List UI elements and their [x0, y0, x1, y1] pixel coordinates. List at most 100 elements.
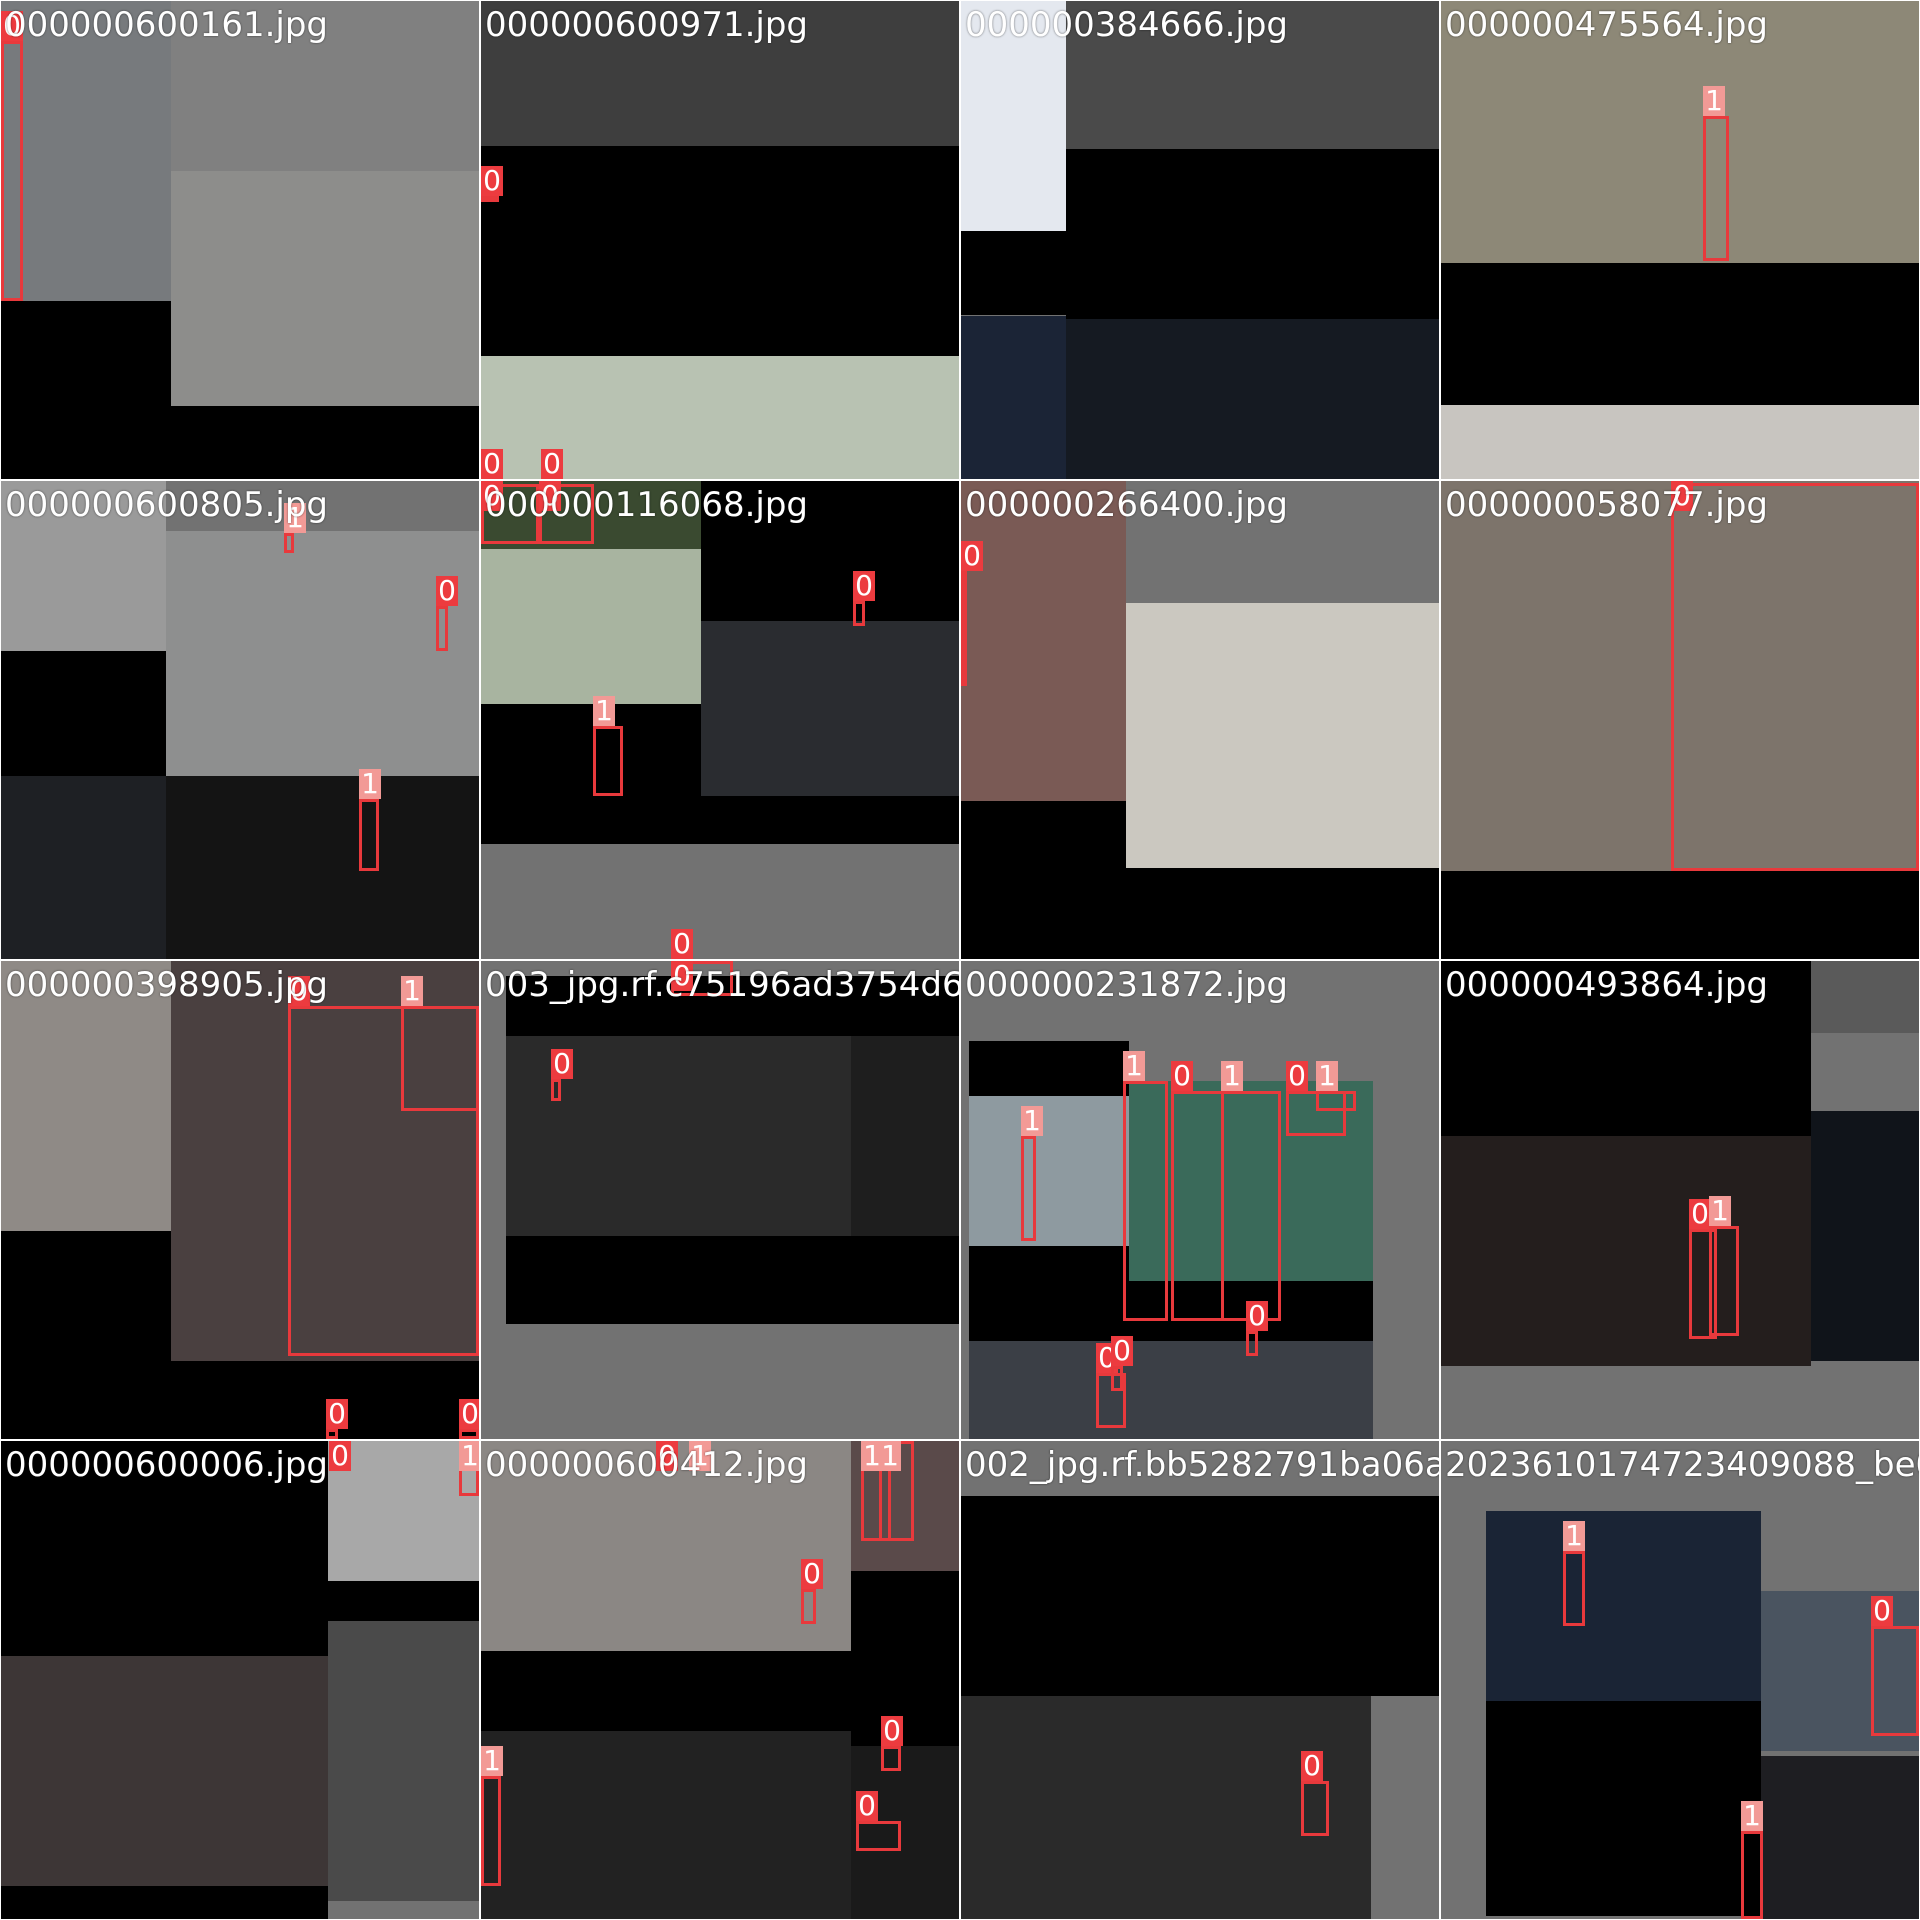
detection-box [853, 601, 865, 626]
photo-panel [1, 1, 171, 301]
detection-box [481, 484, 539, 544]
photo-panel [701, 621, 959, 796]
class-label: 0 [1, 11, 23, 41]
photo-panel [961, 231, 1066, 315]
detection-box [436, 606, 448, 651]
image-filename: 2023610174723409088_be028 [1445, 1445, 1919, 1485]
class-label: 0 [459, 1399, 479, 1429]
photo-panel [961, 961, 1439, 1041]
photo-panel [328, 1581, 479, 1621]
mosaic-tile: 0 002_jpg.rf.bb5282791ba06ae [961, 1441, 1439, 1919]
photo-panel [328, 1441, 479, 1581]
class-label: 1 [1221, 1061, 1243, 1091]
photo-panel [1441, 1366, 1919, 1439]
detection-box [801, 1589, 816, 1624]
photo-panel [1, 1441, 328, 1656]
photo-panel [1441, 1441, 1919, 1496]
class-label: 1 [1741, 1801, 1763, 1831]
mosaic-tile: 0 000000600161.jpg [1, 1, 479, 479]
photo-panel [961, 801, 1126, 959]
detection-box [551, 1079, 561, 1101]
mosaic-tile: 1 0 1 0 1 1 0 0 0 000000231872.jpg [961, 961, 1439, 1439]
photo-panel [1066, 319, 1439, 479]
photo-panel [1066, 149, 1439, 319]
photo-panel [1, 1231, 171, 1439]
photo-panel [481, 1441, 851, 1651]
detection-box [481, 196, 499, 202]
photo-panel [961, 1441, 1439, 1496]
photo-panel [171, 171, 479, 406]
detection-box [459, 1429, 479, 1439]
class-label: 1 [689, 1441, 711, 1471]
photo-panel [1, 301, 171, 479]
mosaic-tile: 00003_jpg.rf.c75196ad3754d68020000002318… [481, 961, 959, 1439]
photo-panel [961, 1, 1066, 231]
image-filename: 000000600161.jpg [5, 5, 328, 45]
class-label: 0 [541, 449, 563, 479]
image-filename: 000000266400.jpg [965, 485, 1288, 525]
class-label: 0 [853, 571, 875, 601]
image-filename: 000000116068.jpg [485, 485, 808, 525]
image-filename: 000000398905.jpg [5, 965, 328, 1005]
class-label: 1 [861, 1441, 883, 1471]
class-label: 0 [326, 1399, 348, 1429]
photo-panel [1811, 1111, 1919, 1361]
detection-box [1671, 483, 1919, 871]
detection-box [1871, 1626, 1919, 1736]
mosaic-tile: 0 1 0 0 000000398905.jpg [1, 961, 479, 1439]
detection-box [1301, 1781, 1329, 1836]
class-label: 0 [481, 481, 503, 511]
photo-panel [851, 1571, 959, 1746]
mosaic-tile: 1 000000475564.jpg [1441, 1, 1919, 479]
class-label: 0 [801, 1559, 823, 1589]
photo-panel [166, 776, 479, 959]
image-filename: 000000600006.jpg [5, 1445, 328, 1485]
class-label: 0 [1111, 1336, 1133, 1366]
image-filename: 000000600412.jpg [485, 1445, 808, 1485]
image-filename: 000000384666.jpg [965, 5, 1288, 45]
detection-box [288, 1006, 479, 1356]
photo-panel [481, 796, 959, 844]
mosaic-tile: 0 000000058077.jpg [1441, 481, 1919, 959]
photo-panel [328, 1621, 479, 1901]
mosaic-tile: 0 1 000000493864.jpg [1441, 961, 1919, 1439]
class-label: 0 [656, 1441, 678, 1471]
photo-panel [171, 961, 479, 1361]
class-label: 1 [359, 769, 381, 799]
class-label: 0 [1301, 1751, 1323, 1781]
photo-panel [171, 406, 479, 479]
class-label: 0 [551, 1049, 573, 1079]
class-label: 1 [284, 503, 306, 533]
class-label: 1 [1563, 1521, 1585, 1551]
photo-panel [969, 1341, 1373, 1439]
class-label: 1 [1709, 1196, 1731, 1226]
photo-panel [1066, 1, 1439, 149]
class-label: 1 [593, 696, 615, 726]
mosaic-tile: 0000000384666.jpg [961, 1, 1439, 479]
detection-box [1689, 1229, 1717, 1339]
mosaic-tile: 0 1 000000600006.jpg [1, 1441, 479, 1919]
photo-panel [481, 704, 701, 796]
photo-panel [1126, 868, 1439, 959]
detection-box [1741, 1831, 1763, 1919]
image-filename: 000000600971.jpg [485, 5, 808, 45]
photo-panel [481, 1731, 851, 1919]
photo-panel [1441, 1, 1919, 263]
image-filename: 000000058077.jpg [1445, 485, 1768, 525]
photo-panel [1811, 961, 1919, 1033]
class-label: 0 [1286, 1061, 1308, 1091]
photo-panel [1486, 1701, 1761, 1916]
photo-panel [481, 1651, 851, 1731]
class-label: 1 [1021, 1106, 1043, 1136]
photo-panel [1, 1886, 328, 1919]
image-filename: 000000231872.jpg [965, 965, 1288, 1005]
mosaic-tile: 0 0 0 000000600971.jpg [481, 1, 959, 479]
detection-box [359, 799, 379, 871]
photo-panel [1, 481, 166, 651]
photo-panel [481, 961, 959, 976]
image-filename: 000000600805.jpg [5, 485, 328, 525]
mosaic-tile: 1 1 0 0 1 1 0 0 000000600412.jpg [481, 1441, 959, 1919]
mosaic-tile: 1 0 1 2023610174723409088_be028 [1441, 1441, 1919, 1919]
mosaic-tile: 1 0 1 000000600805.jpg [1, 481, 479, 959]
